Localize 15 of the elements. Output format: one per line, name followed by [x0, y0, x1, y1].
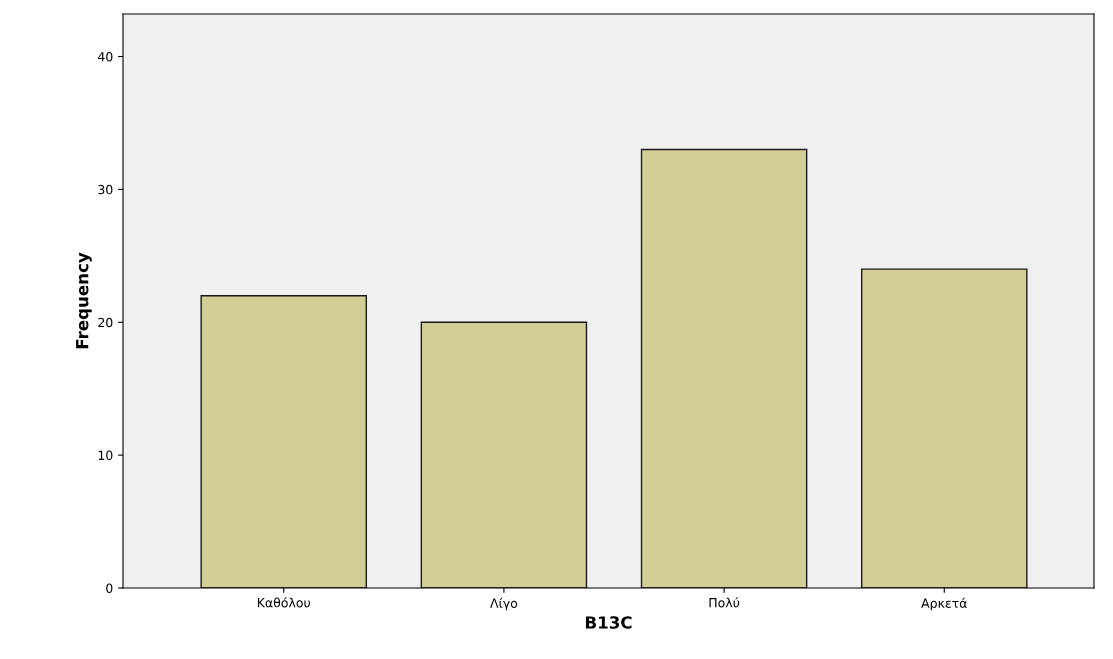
- y-tick-label: 0: [106, 583, 113, 593]
- y-tick-label: 40: [97, 51, 113, 62]
- x-tick-label: Πολύ: [709, 597, 740, 608]
- x-tick-label: Λίγο: [490, 597, 518, 611]
- y-axis-title: Frequency: [76, 252, 92, 349]
- y-tick-label: 20: [98, 317, 113, 328]
- bar: [420, 321, 588, 588]
- x-tick-label: Αρκετά: [921, 597, 967, 611]
- bar: [861, 268, 1028, 588]
- x-axis-title: B13C: [585, 616, 632, 629]
- x-tick-label: Καθόλου: [257, 597, 311, 608]
- y-tick-label: 30: [98, 184, 113, 195]
- y-tick-label: 10: [98, 450, 113, 461]
- bar: [640, 148, 808, 588]
- bar: [200, 294, 367, 588]
